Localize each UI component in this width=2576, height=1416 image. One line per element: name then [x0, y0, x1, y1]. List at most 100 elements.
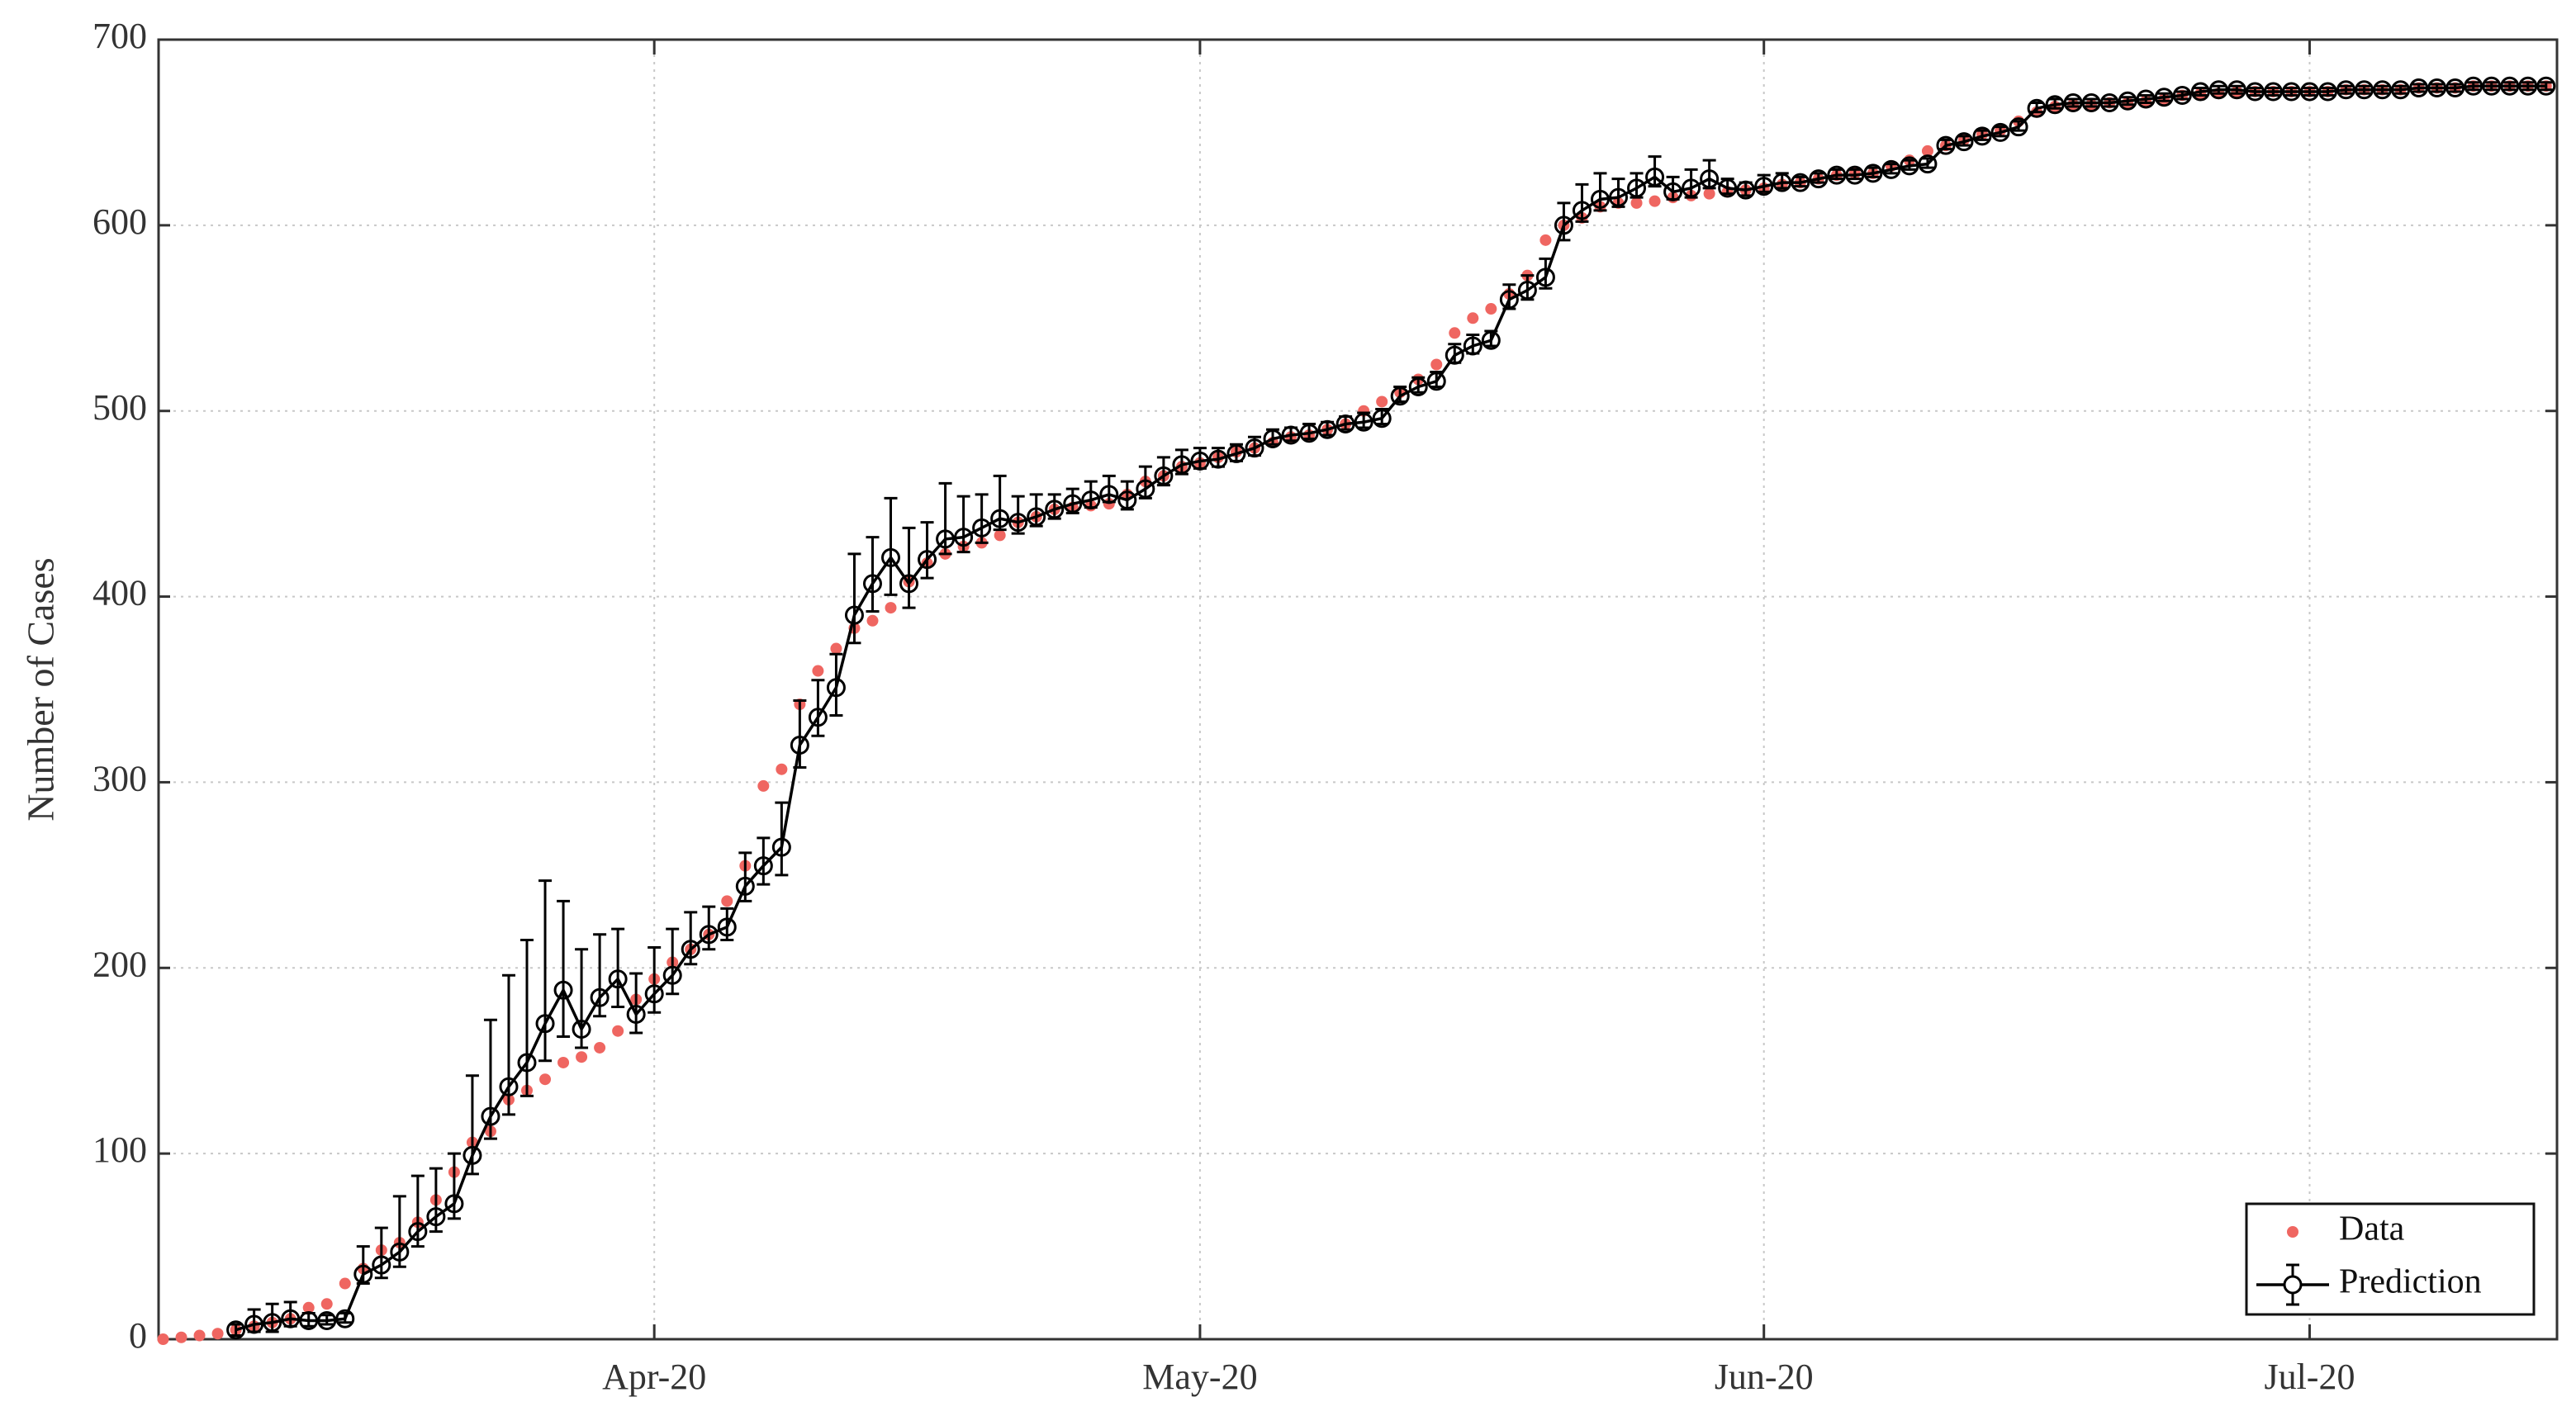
prediction-marker	[1827, 165, 1847, 185]
error-bar	[2175, 90, 2189, 101]
prediction-marker	[1645, 167, 1665, 187]
prediction-marker	[1299, 424, 1319, 443]
data-point	[1449, 327, 1461, 339]
prediction-marker	[1445, 345, 1464, 365]
error-bar	[2357, 84, 2371, 95]
prediction-marker	[1027, 507, 1046, 527]
error-bar	[392, 1195, 406, 1268]
prediction-marker	[226, 1320, 246, 1340]
error-bar	[1702, 159, 1716, 190]
prediction-marker	[444, 1194, 464, 1214]
prediction-marker	[735, 876, 755, 896]
data-point	[1703, 187, 1715, 200]
prediction-marker	[1372, 409, 1392, 429]
data-point	[1467, 312, 1479, 324]
data-point	[1649, 195, 1661, 207]
prediction-marker	[299, 1311, 319, 1331]
error-bar	[429, 1167, 443, 1234]
error-bar	[2066, 97, 2080, 108]
prediction-marker	[644, 984, 664, 1004]
data-point	[557, 1056, 570, 1068]
prediction-marker	[426, 1207, 446, 1227]
prediction-marker	[2208, 80, 2228, 100]
data-point	[757, 779, 770, 792]
prediction-marker	[1226, 443, 1246, 463]
error-bar	[2412, 83, 2426, 93]
prediction-marker	[390, 1242, 410, 1262]
legend-symbol	[2283, 1275, 2303, 1295]
prediction-marker	[1900, 156, 1919, 176]
error-bar	[2085, 97, 2099, 108]
error-bar	[2212, 84, 2226, 95]
error-bar	[2194, 86, 2208, 97]
data-point	[1430, 358, 1443, 371]
prediction-marker	[1136, 479, 1155, 499]
prediction-marker	[1481, 330, 1501, 350]
error-bar	[2430, 83, 2444, 93]
error-bar	[793, 699, 807, 769]
error-bar	[2502, 81, 2517, 92]
error-bar	[2375, 84, 2389, 95]
prediction-marker	[662, 965, 682, 985]
prediction-marker	[535, 1014, 555, 1034]
prediction-marker	[2263, 82, 2283, 102]
error-bar	[575, 948, 589, 1049]
data-point	[1485, 303, 1497, 315]
prediction-marker	[408, 1222, 428, 1242]
prediction-marker	[2409, 78, 2429, 97]
prediction-marker	[2355, 80, 2374, 100]
prediction-marker	[2172, 85, 2192, 105]
error-bar	[684, 911, 698, 966]
data-point	[193, 1329, 206, 1342]
legend-label: Prediction	[2339, 1263, 2482, 1301]
prediction-marker	[2227, 80, 2246, 100]
error-bar	[283, 1300, 297, 1328]
y-tick-label: 200	[93, 944, 147, 984]
prediction-marker	[1517, 281, 1537, 301]
data-point	[721, 895, 733, 907]
prediction-line	[235, 84, 2546, 1332]
data-point	[302, 1301, 315, 1314]
error-bar	[902, 526, 916, 609]
prediction-marker	[335, 1309, 355, 1328]
prediction-marker	[1663, 182, 1683, 201]
data-point	[339, 1277, 351, 1290]
prediction-marker	[353, 1264, 373, 1284]
prediction-marker	[553, 980, 573, 1000]
prediction-marker	[1081, 490, 1101, 510]
prediction-marker	[1045, 500, 1065, 519]
error-bar	[2121, 96, 2135, 107]
prediction-marker	[990, 509, 1010, 528]
error-bar	[2230, 84, 2244, 95]
prediction-marker	[899, 574, 919, 594]
data-point	[594, 1041, 606, 1054]
y-tick-label: 100	[93, 1129, 147, 1170]
prediction-marker	[2500, 76, 2520, 96]
prediction-marker	[1190, 451, 1210, 471]
error-bar	[1156, 456, 1170, 487]
prediction-marker	[2391, 80, 2411, 100]
prediction-marker	[699, 925, 719, 945]
error-bar	[557, 899, 571, 1038]
prediction-marker	[317, 1311, 337, 1331]
prediction-marker	[1918, 154, 1938, 174]
error-bar	[2466, 81, 2480, 92]
prediction-marker	[499, 1077, 519, 1096]
prediction-marker	[790, 735, 809, 755]
error-bar	[847, 552, 861, 645]
data-point	[812, 665, 824, 677]
data-point	[830, 642, 842, 655]
prediction-marker	[1682, 178, 1701, 198]
plot-area	[157, 76, 2556, 1345]
error-bar	[611, 927, 625, 1009]
prediction-marker	[1335, 414, 1355, 433]
error-bar	[2139, 93, 2153, 104]
prediction-marker	[1408, 376, 1428, 396]
prediction-marker	[2154, 88, 2174, 107]
prediction-marker	[2118, 91, 2137, 111]
error-bar	[447, 1152, 461, 1220]
legend-symbol	[2287, 1226, 2298, 1238]
data-point	[539, 1073, 552, 1086]
data-point	[576, 1051, 588, 1063]
y-tick-label: 600	[93, 201, 147, 242]
